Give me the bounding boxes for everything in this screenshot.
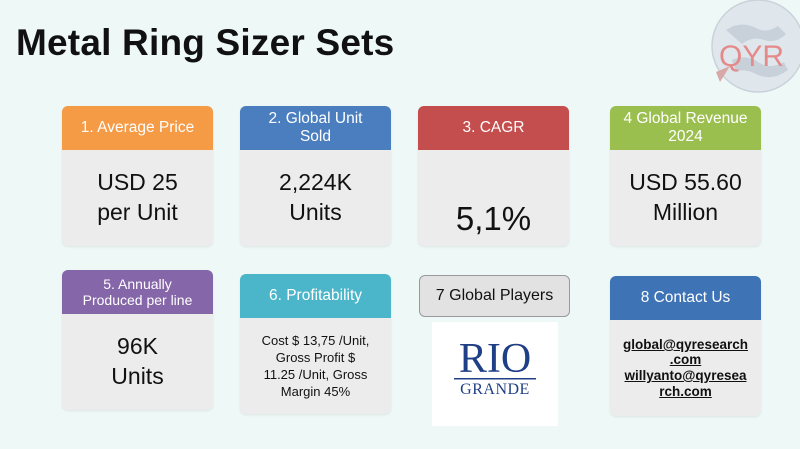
cagr-header: 3. CAGR [418,106,569,150]
profitability-line-2: Gross Profit $ [275,349,356,365]
annually-produced-header-line-2: Produced per line [82,292,193,308]
global-revenue-line-1: USD 55.60 [629,169,742,196]
global-revenue-header-line-1: 4 Global Revenue [623,110,748,128]
unit-sold-line-1: 2,224K [279,169,352,196]
profitability-value: Cost $ 13,75 /Unit, Gross Profit $ 11.25… [240,318,391,414]
unit-sold-header-line-2: Sold [299,128,331,145]
cagr-header-label: 3. CAGR [462,119,525,137]
logo-text: QYR [719,40,784,73]
average-price-line-1: USD 25 [97,169,178,196]
global-revenue-value: USD 55.60 Million [610,150,761,246]
contact-email-1-line-1[interactable]: global@qyresearch [623,336,748,352]
contact-email-1-line-2[interactable]: .com [669,352,702,368]
unit-sold-line-2: Units [289,199,342,225]
average-price-header: 1. Average Price [62,106,213,150]
profitability-line-4: Margin 45% [280,384,351,400]
rio-grande-logo: RIO GRANDE [432,322,558,426]
unit-sold-header: 2. Global Unit Sold [240,106,391,150]
contact-email-2-line-1[interactable]: willyanto@qyresea [624,368,747,383]
unit-sold-value: 2,224K Units [240,150,391,246]
contact-header-label: 8 Contact Us [640,289,731,307]
qyr-logo: QYR [706,0,800,112]
global-revenue-line-2: Million [652,199,719,225]
unit-sold-header-line-1: 2. Global Unit [268,110,363,128]
rio-grande-logo-bottom: GRANDE [460,381,530,398]
global-revenue-card: 4 Global Revenue 2024 USD 55.60 Million [610,106,761,246]
contact-card: 8 Contact Us global@qyresearch .com will… [610,276,761,416]
profitability-header-label: 6. Profitability [268,287,363,305]
average-price-line-2: per Unit [97,199,178,225]
global-revenue-header: 4 Global Revenue 2024 [610,106,761,150]
annually-produced-line-1: 96K [117,333,158,360]
profitability-header: 6. Profitability [240,274,391,318]
rio-grande-logo-top: RIO [459,336,531,382]
unit-sold-card: 2. Global Unit Sold 2,224K Units [240,106,391,246]
global-players-header: 7 Global Players [419,275,570,317]
profitability-card: 6. Profitability Cost $ 13,75 /Unit, Gro… [240,274,391,414]
cagr-card: 3. CAGR 5,1% [418,106,569,246]
annually-produced-card: 5. Annually Produced per line 96K Units [62,270,213,410]
globe-icon: QYR [711,0,800,93]
annually-produced-line-2: Units [111,363,164,389]
contact-email-2-line-2[interactable]: rch.com [659,383,712,399]
average-price-value: USD 25 per Unit [62,150,213,246]
profitability-line-3: 11.25 /Unit, Gross [263,367,368,382]
average-price-card: 1. Average Price USD 25 per Unit [62,106,213,246]
page-title: Metal Ring Sizer Sets [16,22,395,63]
cagr-value: 5,1% [455,200,532,237]
contact-header: 8 Contact Us [610,276,761,320]
annually-produced-header: 5. Annually Produced per line [62,270,213,314]
profitability-line-1: Cost $ 13,75 /Unit, [261,332,370,348]
annually-produced-value: 96K Units [62,314,213,410]
global-revenue-header-line-2: 2024 [668,128,703,145]
cagr-value-box: 5,1% [418,150,569,246]
global-players-header-label: 7 Global Players [435,287,554,304]
average-price-header-label: 1. Average Price [80,119,195,137]
contact-emails: global@qyresearch .com willyanto@qyresea… [610,320,761,416]
annually-produced-header-line-1: 5. Annually [103,275,172,292]
